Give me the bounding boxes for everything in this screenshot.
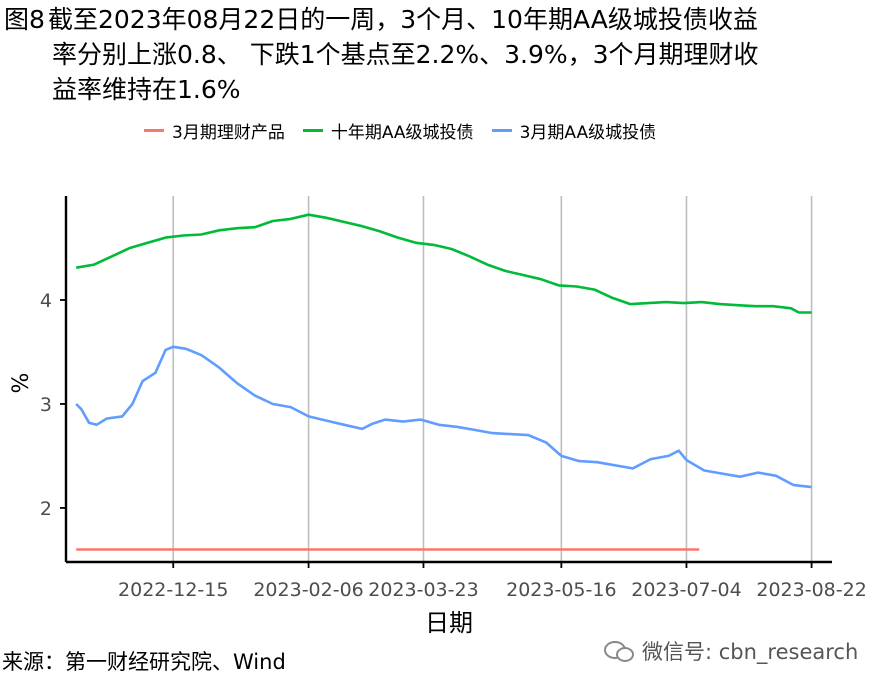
legend-item-aa-10y: 十年期AA级城投债 [302, 118, 474, 143]
y-tick-label-0: 2 [40, 498, 52, 520]
legend-label-aa-3m: 3月期AA级城投债 [519, 122, 657, 143]
y-axis-title: % [9, 373, 34, 394]
y-tick-label-2: 4 [40, 290, 52, 312]
title-line-1: 截至2023年08月22日的一周，3个月、10年期AA级城投债收益 [48, 5, 758, 34]
x-axis-title: 日期 [425, 609, 473, 637]
watermark: 微信号: cbn_research [604, 636, 858, 666]
x-tick-label-3: 2023-05-16 [506, 579, 616, 601]
x-tick-label-1: 2023-02-06 [253, 579, 363, 601]
x-tick-label-2: 2023-03-23 [368, 579, 478, 601]
x-tick-label-4: 2023-07-04 [631, 579, 741, 601]
legend-item-wmp-3m: 3月期理财产品 [144, 118, 285, 143]
wechat-icon [604, 639, 634, 663]
legend-swatch-aa-3m [491, 128, 512, 132]
legend-label-aa-10y: 十年期AA级城投债 [330, 122, 474, 143]
series-line-aa-3m [75, 345, 812, 489]
legend-swatch-aa-10y [302, 128, 323, 132]
y-tick-label-1: 3 [40, 394, 52, 416]
figure-number: 图8 [4, 5, 45, 34]
title-line-2: 率分别上涨0.8、 下跌1个基点至2.2%、3.9%，3个月期理财收 [52, 40, 759, 69]
watermark-text: 微信号: cbn_research [642, 640, 859, 664]
x-tick-label-0: 2022-12-15 [118, 579, 228, 601]
chart-legend: 3月期理财产品 十年期AA级城投债 3月期AA级城投债 [144, 116, 656, 144]
legend-swatch-wmp-3m [144, 128, 164, 132]
source-note: 来源：第一财经研究院、Wind [2, 650, 286, 674]
legend-item-aa-3m: 3月期AA级城投债 [491, 118, 657, 143]
legend-label-wmp-3m: 3月期理财产品 [172, 122, 285, 143]
x-tick-label-5: 2023-08-22 [756, 579, 866, 601]
series-line-aa-10y [75, 213, 812, 314]
title-line-3: 益率维持在1.6% [52, 75, 241, 104]
chart-title: 图8 截至2023年08月22日的一周，3个月、10年期AA级城投债收益 率分别上… [4, 2, 880, 107]
